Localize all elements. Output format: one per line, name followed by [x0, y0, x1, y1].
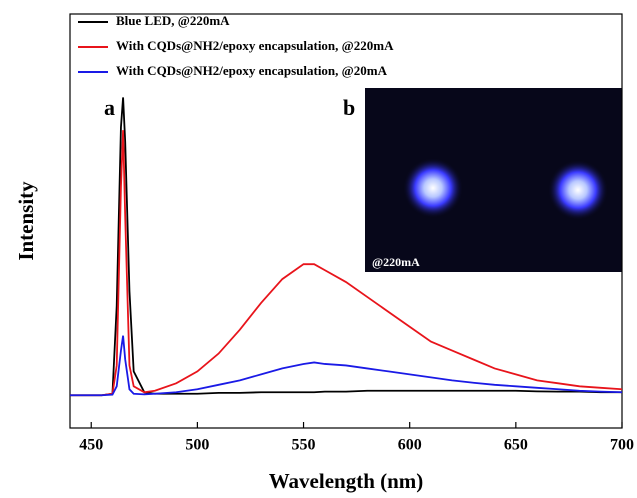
- panel-label: b: [343, 95, 355, 120]
- led-glow: [548, 160, 608, 220]
- y-axis-label: Intensity: [14, 181, 38, 261]
- legend-label: With CQDs@NH2/epoxy encapsulation, @220m…: [116, 38, 394, 53]
- plot-frame: [69, 13, 623, 429]
- panel-label: a: [104, 95, 115, 120]
- x-tick-label: 550: [292, 437, 316, 454]
- series-line: [70, 130, 623, 397]
- x-tick-label: 650: [504, 437, 528, 454]
- series-line: [70, 335, 623, 397]
- x-axis-label: Wavelength (nm): [269, 469, 424, 493]
- legend-label: With CQDs@NH2/epoxy encapsulation, @20mA: [116, 63, 388, 78]
- x-tick-label: 450: [79, 437, 103, 454]
- x-tick-label: 500: [185, 437, 209, 454]
- led-glow: [403, 158, 463, 218]
- inset-label: @220mA: [372, 255, 420, 269]
- x-tick-label: 600: [398, 437, 422, 454]
- legend-label: Blue LED, @220mA: [116, 13, 230, 28]
- series-line: [70, 97, 622, 397]
- x-tick-label: 700: [610, 437, 634, 454]
